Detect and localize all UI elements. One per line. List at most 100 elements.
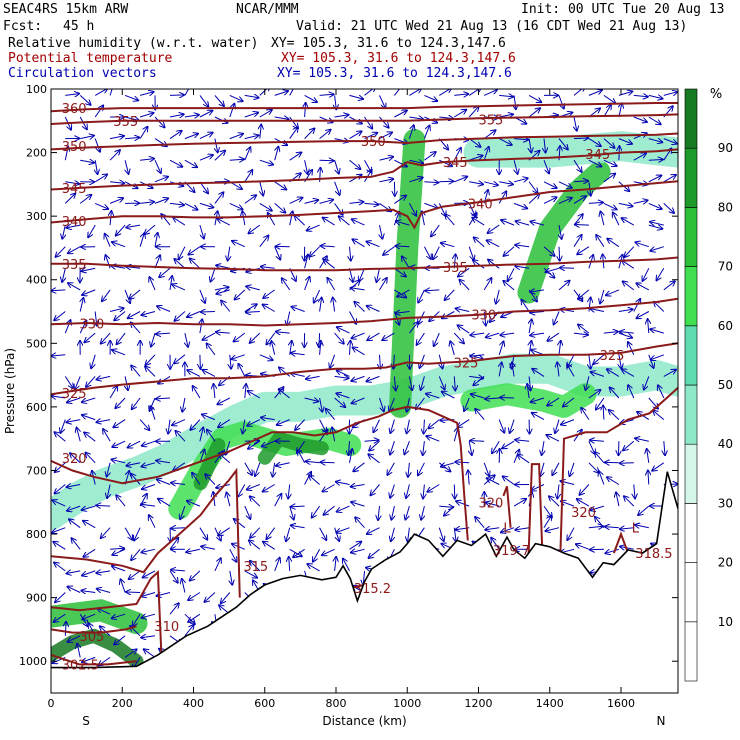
circulation-vector (405, 505, 410, 519)
circulation-vector (263, 305, 275, 312)
circulation-vector (110, 548, 124, 549)
circulation-vector (350, 246, 351, 261)
circulation-vector (289, 127, 298, 139)
circulation-vector (142, 614, 156, 618)
circulation-vector (173, 218, 186, 226)
circulation-vector (473, 376, 485, 385)
circulation-vector (483, 462, 489, 476)
circulation-vector (648, 176, 662, 183)
circulation-vector (334, 376, 349, 378)
contour-label: 340 (468, 197, 493, 212)
circulation-vector (86, 453, 96, 464)
circulation-vector (622, 261, 635, 269)
circulation-vector (664, 441, 665, 455)
circulation-vector (255, 462, 261, 476)
circulation-vector (485, 528, 500, 530)
circulation-vector (244, 304, 257, 312)
circulation-vector (110, 182, 124, 183)
circulation-vector (618, 203, 633, 206)
circulation-vector (174, 354, 186, 364)
circulation-vector (424, 419, 425, 434)
circulation-vector (368, 454, 380, 464)
circulation-vector (515, 245, 530, 247)
circulation-vector (247, 484, 260, 490)
circulation-vector (319, 160, 334, 161)
circulation-vector (379, 179, 394, 182)
circulation-vector (657, 268, 665, 280)
circulation-vector (445, 214, 455, 226)
circulation-vector (72, 538, 81, 550)
y-tick-label: 600 (26, 401, 47, 414)
circulation-vector (648, 225, 663, 229)
circulation-vector (382, 332, 395, 340)
circulation-vector (114, 635, 126, 645)
circulation-vector (250, 561, 261, 572)
circulation-vector (56, 246, 66, 257)
circulation-vector (149, 277, 156, 291)
circulation-vector (205, 592, 216, 603)
circulation-vector (508, 268, 515, 280)
circulation-vector (114, 311, 126, 321)
colorbar-label: 40 (718, 437, 733, 451)
circulation-vector (409, 160, 423, 163)
contour-label: 325 (62, 387, 87, 402)
circulation-vector (79, 195, 91, 204)
circulation-vector (124, 117, 139, 120)
contour-label: 319.7 (493, 544, 530, 559)
circulation-vector (200, 319, 202, 334)
circulation-vector (129, 570, 141, 579)
circulation-vector (179, 246, 186, 260)
circulation-vector (229, 104, 235, 118)
circulation-vector (105, 234, 111, 247)
circulation-vector (513, 450, 519, 463)
circulation-vector (501, 220, 515, 226)
circulation-vector (117, 332, 126, 344)
circulation-vector (514, 160, 518, 174)
axes: 0 200 400 600 800 1000 1200 1400 1600 100 200 300 40… (3, 83, 678, 728)
circulation-vector (450, 341, 455, 355)
circulation-vector (487, 478, 500, 485)
circulation-vector (244, 147, 251, 161)
circulation-vector (607, 239, 620, 248)
circulation-vector (80, 136, 94, 139)
circulation-vector (276, 332, 290, 333)
circulation-vector (498, 138, 512, 145)
circulation-vector (483, 278, 491, 291)
circulation-vector (250, 332, 261, 343)
circulation-vector (218, 419, 231, 428)
circulation-vector (483, 130, 495, 140)
circulation-vector (289, 557, 290, 571)
circulation-vector (260, 181, 263, 196)
circulation-vector (62, 224, 65, 239)
theta-contour-319-7 (502, 486, 512, 528)
circulation-vector (80, 298, 83, 312)
circulation-vector (319, 200, 334, 204)
circulation-vector (339, 216, 350, 226)
circulation-vector (499, 182, 513, 185)
circulation-vector (68, 246, 81, 254)
circulation-vector (558, 198, 572, 204)
circulation-vector (576, 544, 590, 550)
circulation-vector (200, 354, 201, 369)
circulation-vector (190, 259, 201, 269)
circulation-vector (295, 419, 305, 430)
circulation-vector (438, 203, 445, 216)
circulation-vector (633, 299, 640, 312)
circulation-vector (207, 430, 216, 442)
circulation-vector (543, 181, 557, 188)
circulation-vector (230, 570, 233, 585)
circulation-vector (367, 332, 380, 340)
circulation-vector (603, 159, 617, 166)
circulation-vector (573, 159, 582, 172)
circulation-vector (439, 506, 453, 507)
circulation-vector (156, 461, 171, 463)
circulation-vector (603, 332, 618, 334)
theta-contour-325 (51, 342, 678, 396)
circulation-vector (648, 116, 661, 124)
circulation-vector (453, 148, 461, 161)
circulation-vector (109, 386, 117, 399)
circulation-vector (184, 159, 197, 167)
circulation-vector (199, 155, 213, 161)
circulation-vector (636, 283, 650, 291)
circulation-vector (229, 159, 244, 160)
